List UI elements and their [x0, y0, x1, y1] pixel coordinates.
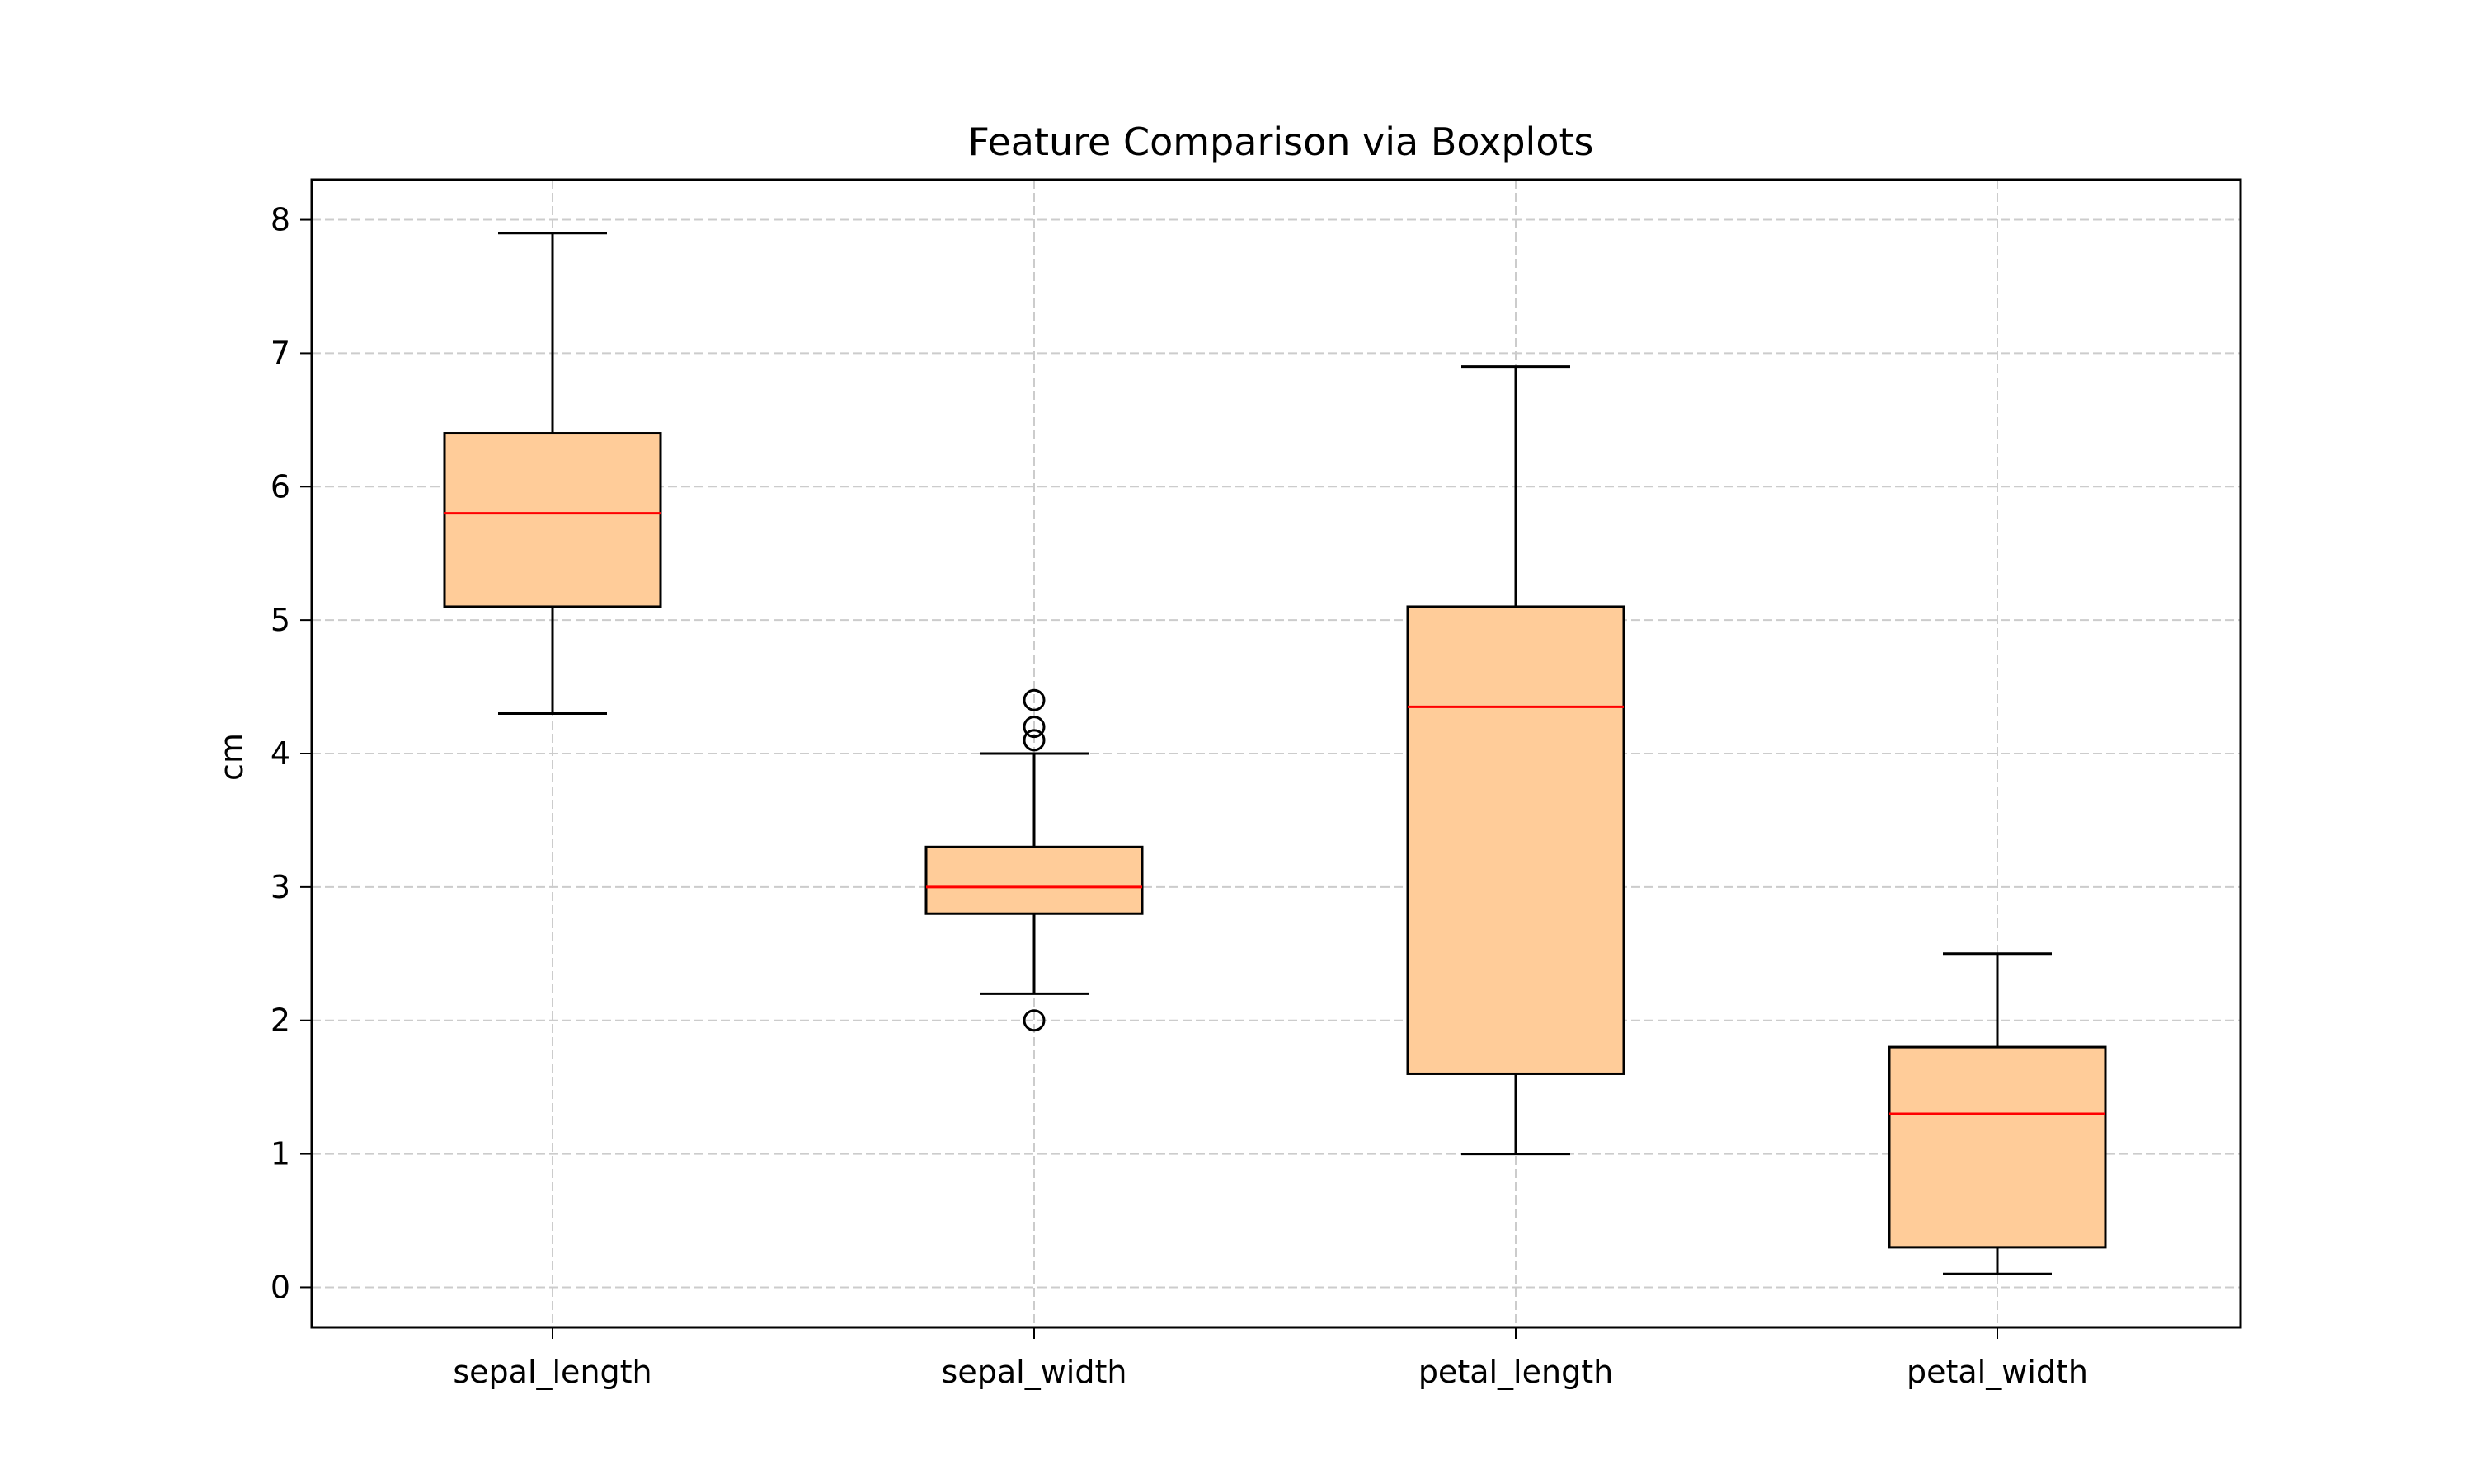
- outlier-point: [1023, 716, 1046, 739]
- y-tick-label: 4: [270, 735, 290, 772]
- x-tick-label: petal_length: [1418, 1354, 1613, 1390]
- y-tick-label: 2: [270, 1003, 290, 1039]
- y-tick-label: 1: [270, 1136, 290, 1172]
- y-tick-label: 8: [270, 202, 290, 238]
- iqr-box: [443, 432, 662, 608]
- axes: 0 1 2 3 4 5 6 7 8 sepal_length sepal_width petal_le…: [270, 178, 2242, 1390]
- y-tick-label: 5: [270, 602, 290, 638]
- outlier-point: [1023, 688, 1046, 711]
- box-petal_length: [1406, 365, 1625, 1156]
- iqr-box: [1406, 605, 1625, 1075]
- iqr-box: [1888, 1045, 2107, 1249]
- box-petal_width: [1888, 952, 2107, 1275]
- box-series: [443, 232, 2107, 1275]
- y-tick-label: 3: [270, 869, 290, 905]
- x-tick-label: sepal_length: [453, 1354, 651, 1390]
- x-tick-label: petal_width: [1907, 1354, 2088, 1390]
- y-tick-label: 0: [270, 1269, 290, 1305]
- x-tick-label: sepal_width: [942, 1354, 1127, 1390]
- y-axis-label: cm: [214, 733, 250, 781]
- box-sepal_width: [924, 688, 1144, 1032]
- iqr-box: [924, 845, 1144, 915]
- plot-frame: [310, 178, 2242, 1329]
- y-tick-label: 6: [270, 468, 290, 505]
- outlier-point: [1023, 1009, 1046, 1032]
- y-tick-label: 7: [270, 335, 290, 371]
- chart-title: Feature Comparison via Boxplots: [968, 120, 1594, 164]
- outlier-point: [1023, 729, 1046, 752]
- box-sepal_length: [443, 232, 662, 715]
